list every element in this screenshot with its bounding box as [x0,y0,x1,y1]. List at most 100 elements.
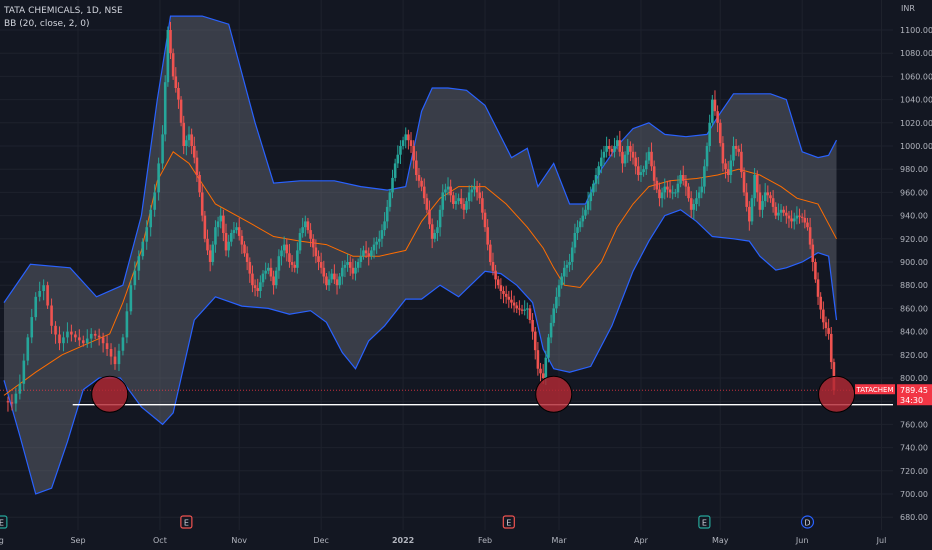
candle-body [800,216,804,218]
candle-body [536,350,540,369]
time-tick-label: Oct [153,536,167,545]
dividend-marker-icon [800,515,815,529]
candle-body [713,99,717,112]
candle-body [237,227,241,236]
candle-body [333,273,336,280]
candle-body [790,218,793,222]
candle-body [211,244,215,262]
price-tick-label: 860.00 [900,304,928,313]
candle-body [600,157,603,167]
price-tick-label: 1100.00 [900,26,932,35]
indicator-legend[interactable]: BB (20, close, 2, 0) [4,19,90,29]
candle-body [399,146,402,155]
candle-body [689,198,693,210]
time-tick-label: Sep [70,536,85,545]
candle-body [718,122,722,144]
candle-body [555,296,558,309]
time-axis: Aug Sep Oct Nov Dec 2022 Feb Mar Apr May Jun Jul [0,536,886,545]
candle-body [438,209,442,228]
earnings-marker-icon [502,515,515,529]
time-tick-label: Dec [313,536,328,545]
price-tick-label: 840.00 [900,328,928,337]
price-tag-countdown: 34:30 [900,396,923,405]
price-tick-label: 940.00 [900,212,928,221]
candle-body [372,244,376,251]
candle-body [742,172,746,193]
support-touch-marker [535,375,573,413]
candle-body [74,334,77,338]
candle-body [568,262,571,265]
candle-body [306,221,310,231]
candle-body [359,256,363,262]
candle-body [792,218,796,222]
candle-body [288,253,291,262]
candle-body [724,163,727,170]
candle-body [129,285,133,312]
support-touch-marker [91,375,129,413]
candle-body [663,186,667,193]
candle-body [520,309,524,311]
candle-body [78,337,81,341]
price-tick-label: 880.00 [900,281,928,290]
time-tick-label: Jun [795,536,809,545]
candle-body [557,285,561,297]
candle-body [531,320,534,332]
candle-body [647,151,651,161]
candle-body [515,305,519,309]
candle-body [185,140,188,146]
candle-body [454,201,458,204]
candle-body [304,221,307,228]
symbol-legend[interactable]: TATA CHEMICALS, 1D, NSE [4,6,123,16]
candle-body [811,244,815,262]
candle-body [607,146,611,149]
candle-body [771,198,775,207]
candle-body [449,186,452,196]
candle-body [613,146,616,152]
candle-body [383,221,386,231]
candle-body [296,250,299,268]
candle-body [459,198,463,204]
candle-body [282,244,286,251]
candle-body [232,230,236,233]
candle-body [206,238,209,251]
candle-body [584,209,587,216]
symbol-tag-box [855,384,895,395]
candle-body [732,146,735,161]
candle-body [652,166,656,181]
chart-legend: TATA CHEMICALS, 1D, NSE BB (20, close, 2… [4,5,123,31]
candle-body [145,227,149,242]
candle-body [478,192,482,199]
price-tick-label: 820.00 [900,351,928,360]
candle-body [486,227,489,245]
candle-body [385,206,389,222]
candle-body [46,285,49,306]
candle-body [375,241,378,245]
candle-body [473,186,476,190]
candle-body [467,192,471,202]
candle-body [457,198,460,202]
candle-body [528,308,532,320]
candle-body [346,262,349,265]
candle-body [10,402,14,404]
candle-body [190,134,193,146]
candle-body [708,122,711,146]
candle-body [222,215,225,233]
candle-body [309,230,312,239]
candle-body [208,250,212,262]
candle-body [639,172,643,175]
price-tick-label: 740.00 [900,444,928,453]
candle-body [644,160,648,170]
price-tag-box [897,384,932,406]
time-tick-label: May [712,536,729,545]
candle-body [642,169,645,173]
candle-body [267,267,270,271]
candle-body [734,146,738,149]
candle-body [681,175,685,181]
candle-body [578,221,582,228]
candle-body [499,285,503,291]
candle-body [200,192,204,216]
candle-body [351,267,355,274]
candle-body [726,169,730,175]
